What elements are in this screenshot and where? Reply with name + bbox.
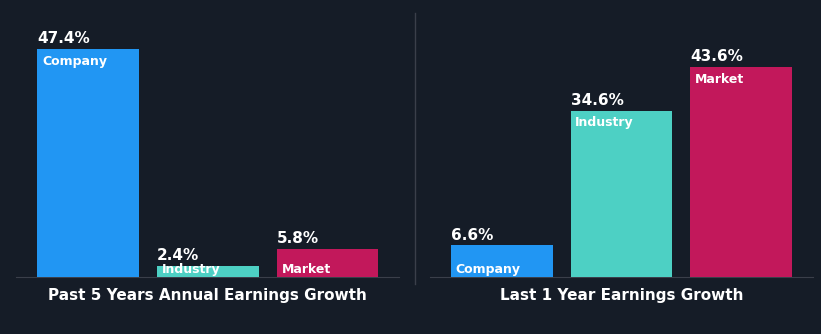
Bar (157, 266, 259, 277)
Text: Industry: Industry (162, 263, 220, 276)
Text: Industry: Industry (576, 116, 634, 129)
Text: Market: Market (695, 73, 744, 86)
Text: 47.4%: 47.4% (38, 31, 90, 46)
Text: 2.4%: 2.4% (157, 248, 200, 263)
Text: 5.8%: 5.8% (277, 231, 319, 246)
Text: 43.6%: 43.6% (690, 49, 743, 64)
Bar (38, 49, 139, 277)
Bar (277, 249, 378, 277)
Text: 6.6%: 6.6% (451, 227, 493, 242)
Bar (451, 245, 553, 277)
Text: Company: Company (42, 55, 108, 68)
X-axis label: Past 5 Years Annual Earnings Growth: Past 5 Years Annual Earnings Growth (48, 288, 367, 303)
Text: 34.6%: 34.6% (571, 93, 623, 108)
Text: Company: Company (456, 263, 521, 276)
Bar (690, 67, 791, 277)
Bar (571, 111, 672, 277)
Text: Market: Market (282, 263, 331, 276)
X-axis label: Last 1 Year Earnings Growth: Last 1 Year Earnings Growth (500, 288, 743, 303)
